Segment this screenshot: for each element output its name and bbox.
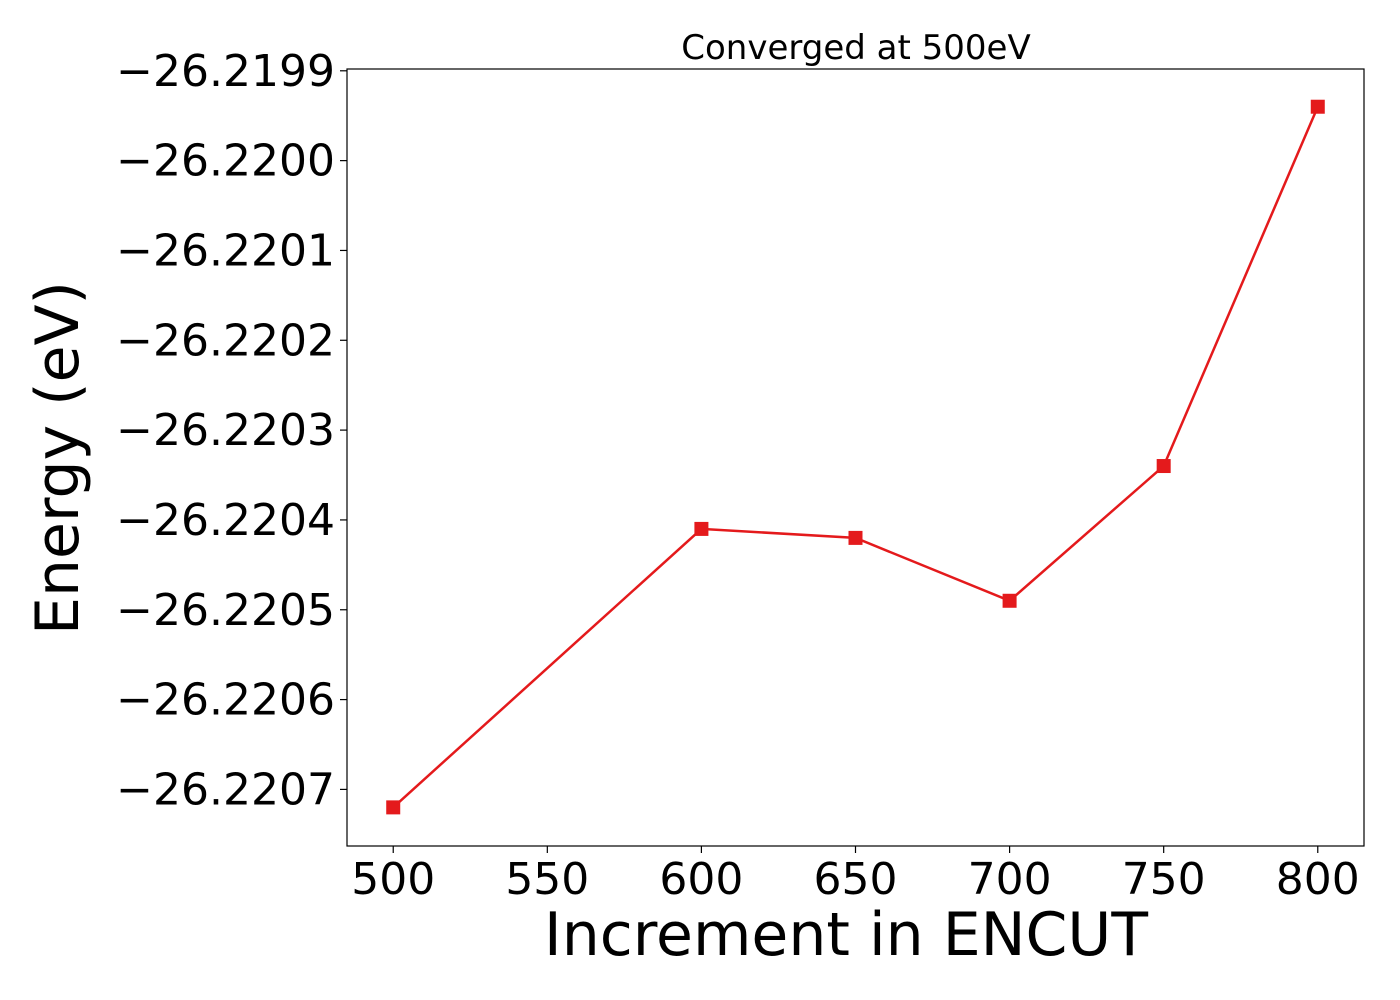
series-markers (386, 99, 1325, 815)
data-point-marker (1002, 593, 1017, 608)
y-tick-label: −26.2204 (116, 495, 335, 546)
y-tick-label: −26.2203 (116, 405, 335, 456)
y-tick-label: −26.2200 (116, 136, 335, 187)
x-tick-label: 500 (351, 854, 435, 905)
plot-frame (346, 68, 1365, 847)
data-point-marker (848, 530, 863, 545)
data-point-marker (1156, 459, 1171, 474)
y-tick-label: −26.2202 (116, 315, 335, 366)
y-tick-label: −26.2207 (116, 764, 335, 815)
y-axis-ticks: −26.2199 −26.2200 −26.2201 −26.2202 −26.2203… (116, 46, 347, 815)
x-axis-label: Increment in ENCUT (544, 900, 1148, 970)
series-line (392, 106, 1319, 809)
x-tick-label: 800 (1276, 854, 1360, 905)
y-tick-label: −26.2201 (116, 225, 335, 276)
y-tick-label: −26.2199 (116, 46, 335, 97)
data-point-marker (1310, 99, 1325, 114)
y-axis-label: Energy (eV) (23, 281, 93, 635)
chart-title: Converged at 500eV (681, 28, 1030, 68)
x-tick-label: 700 (968, 854, 1052, 905)
x-tick-label: 750 (1122, 854, 1206, 905)
x-axis-ticks: 500 550 600 650 700 750 800 (351, 846, 1360, 905)
y-tick-label: −26.2206 (116, 675, 335, 726)
y-tick-label: −26.2205 (116, 585, 335, 636)
x-tick-label: 650 (814, 854, 898, 905)
x-tick-label: 550 (505, 854, 589, 905)
data-point-marker (694, 521, 709, 536)
x-tick-label: 600 (659, 854, 743, 905)
data-point-marker (386, 800, 401, 815)
